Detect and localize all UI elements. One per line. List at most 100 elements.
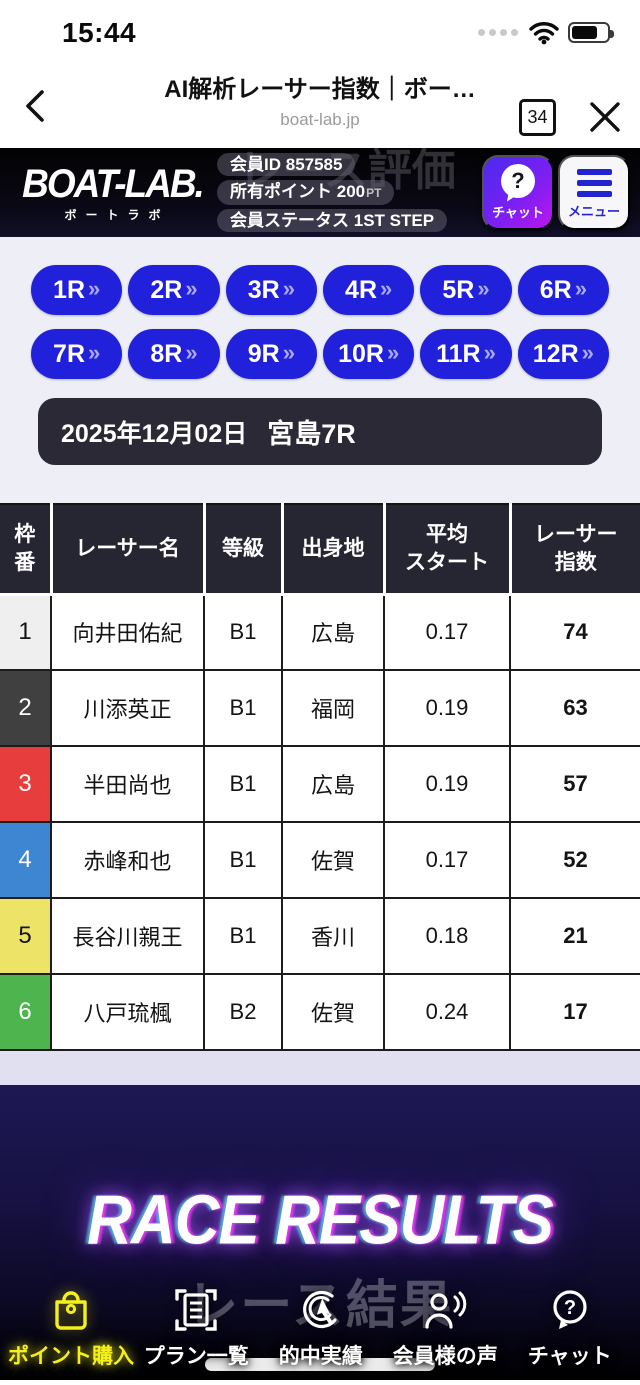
col-class: 等級 (202, 503, 284, 596)
member-info: 会員ID 857585 所有ポイント 200PT 会員ステータス 1ST STE… (217, 153, 448, 232)
double-chevron-icon: » (483, 340, 496, 365)
racer-index: 74 (509, 593, 640, 671)
table-row: 6 八戸琉楓 B2 佐賀 0.24 17 (0, 973, 640, 1051)
racer-index: 57 (509, 745, 640, 823)
close-icon[interactable] (587, 99, 623, 135)
race-button-6r[interactable]: 6R» (517, 265, 609, 315)
nav-item-member-voice[interactable]: 会員様の声 (383, 1262, 508, 1380)
frame-number: 4 (0, 821, 52, 899)
nav-item-chat[interactable]: ? チャット (508, 1262, 633, 1380)
boat-lab-logo[interactable]: BOAT-LAB. ボートラボ (10, 160, 215, 223)
nav-item-hit-record[interactable]: 的中実績 (259, 1262, 384, 1380)
page-title: AI解析レーサー指数｜ボー… (164, 76, 476, 103)
menu-button[interactable]: メニュー (558, 155, 630, 230)
racer-class: B1 (203, 821, 283, 899)
race-button-7r[interactable]: 7R» (31, 329, 123, 379)
frame-number: 2 (0, 669, 52, 747)
racer-avg-start: 0.19 (383, 745, 511, 823)
double-chevron-icon: » (282, 340, 295, 365)
double-chevron-icon: » (581, 340, 594, 365)
double-chevron-icon: » (574, 276, 587, 301)
frame-number: 6 (0, 973, 52, 1051)
tab-count-button[interactable]: 34 (519, 99, 556, 136)
frame-number: 3 (0, 745, 52, 823)
race-date: 2025年12月02日 (61, 419, 248, 448)
race-button-8r[interactable]: 8R» (128, 329, 220, 379)
racer-class: B1 (203, 745, 283, 823)
race-button-12r[interactable]: 12R» (517, 329, 609, 379)
racer-name: 川添英正 (50, 669, 205, 747)
racer-class: B1 (203, 669, 283, 747)
race-button-10r[interactable]: 10R» (323, 329, 415, 379)
wifi-icon (529, 21, 559, 44)
browser-toolbar: AI解析レーサー指数｜ボー… boat-lab.jp 34 (0, 55, 640, 148)
svg-text:?: ? (564, 1297, 576, 1319)
member-id-badge: 会員ID 857585 (217, 153, 356, 176)
page-body: 1R» 2R» 3R» 4R» 5R» 6R» 7R» 8R» 9R» 10R»… (0, 237, 640, 1085)
plan-list-icon (175, 1289, 217, 1331)
racer-name: 半田尚也 (50, 745, 205, 823)
chat-button[interactable]: ? チャット (482, 155, 554, 230)
status-bar: 15:44 (0, 0, 640, 55)
racer-name: 八戸琉楓 (50, 973, 205, 1051)
member-status-badge: 会員ステータス 1ST STEP (217, 209, 448, 232)
race-round-nav: 1R» 2R» 3R» 4R» 5R» 6R» 7R» 8R» 9R» 10R»… (0, 237, 640, 379)
racer-origin: 広島 (281, 593, 385, 671)
page-url: boat-lab.jp (280, 110, 360, 129)
double-chevron-icon: » (386, 340, 400, 365)
nav-item-point-purchase[interactable]: ポイント購入 (8, 1262, 134, 1380)
race-venue: 宮島7R (267, 419, 356, 449)
race-button-3r[interactable]: 3R» (225, 265, 317, 315)
race-date-bar: 2025年12月02日 宮島7R (38, 398, 602, 465)
racer-index: 52 (509, 821, 640, 899)
results-underline (205, 1358, 435, 1371)
racer-name: 向井田佑紀 (50, 593, 205, 671)
logo-text: BOAT-LAB. (22, 160, 205, 206)
racer-class: B1 (203, 593, 283, 671)
double-chevron-icon: » (282, 276, 295, 301)
bottom-nav: ポイント購入 プラン一覧 的中実績 (0, 1262, 640, 1380)
member-voice-icon (425, 1291, 467, 1329)
hit-record-icon (302, 1290, 337, 1329)
race-button-4r[interactable]: 4R» (323, 265, 415, 315)
racer-name: 長谷川親王 (50, 897, 205, 975)
race-results-section: RACE RESULTS レース結果 ポイント購入 プラン一覧 (0, 1085, 640, 1380)
racer-index: 17 (509, 973, 640, 1051)
race-button-5r[interactable]: 5R» (420, 265, 512, 315)
racer-avg-start: 0.19 (383, 669, 511, 747)
table-row: 1 向井田佑紀 B1 広島 0.17 74 (0, 593, 640, 671)
double-chevron-icon: » (88, 276, 101, 301)
racer-avg-start: 0.24 (383, 973, 511, 1051)
cellular-signal-icon (478, 29, 518, 36)
col-avg-start: 平均 スタート (382, 503, 512, 596)
double-chevron-icon: » (185, 340, 198, 365)
race-button-9r[interactable]: 9R» (225, 329, 317, 379)
section-divider (0, 1051, 640, 1085)
race-results-banner: RACE RESULTS (87, 1181, 554, 1260)
racer-avg-start: 0.17 (383, 821, 511, 899)
col-racer-index: レーサー 指数 (508, 503, 640, 596)
back-icon[interactable] (20, 89, 50, 123)
double-chevron-icon: » (477, 276, 490, 301)
col-frame-number: 枠 番 (0, 503, 53, 596)
race-button-2r[interactable]: 2R» (128, 265, 220, 315)
nav-item-plan-list[interactable]: プラン一覧 (134, 1262, 259, 1380)
battery-icon (568, 22, 614, 43)
racer-origin: 香川 (281, 897, 385, 975)
race-button-11r[interactable]: 11R» (420, 329, 512, 379)
frame-number: 5 (0, 897, 52, 975)
shopping-bag-icon (55, 1291, 87, 1330)
table-row: 3 半田尚也 B1 広島 0.19 57 (0, 745, 640, 823)
racer-origin: 福岡 (281, 669, 385, 747)
table-row: 2 川添英正 B1 福岡 0.19 63 (0, 669, 640, 747)
racer-index: 63 (509, 669, 640, 747)
racer-class: B1 (203, 897, 283, 975)
frame-number: 1 (0, 593, 52, 671)
table-row: 4 赤峰和也 B1 佐賀 0.17 52 (0, 821, 640, 899)
racer-origin: 佐賀 (281, 973, 385, 1051)
race-button-1r[interactable]: 1R» (31, 265, 123, 315)
col-racer-name: レーサー名 (49, 503, 206, 596)
racer-avg-start: 0.17 (383, 593, 511, 671)
chat-question-icon: ? (501, 164, 535, 198)
racer-avg-start: 0.18 (383, 897, 511, 975)
